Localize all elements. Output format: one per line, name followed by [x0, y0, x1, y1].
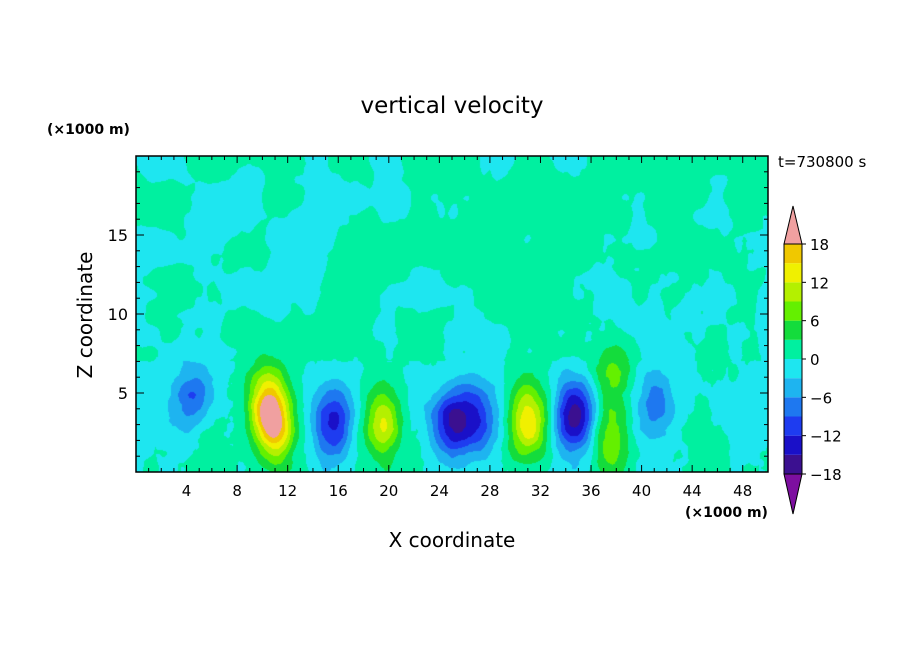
colorbar-tick-label: −18 — [810, 466, 842, 484]
colorbar-tick-label: −12 — [810, 428, 842, 446]
x-unit-label: (×1000 m) — [685, 505, 768, 521]
y-unit-label: (×1000 m) — [47, 122, 130, 138]
colorbar-band — [784, 339, 802, 359]
colorbar-band — [784, 263, 802, 283]
x-tick-label: 16 — [329, 482, 348, 500]
colorbar-band — [784, 435, 802, 455]
x-tick-label: 24 — [430, 482, 449, 500]
x-tick-label: 28 — [480, 482, 499, 500]
colorbar-band — [784, 359, 802, 379]
colorbar-band — [784, 301, 802, 321]
colorbar-band — [784, 454, 802, 474]
x-tick-label: 4 — [182, 482, 192, 500]
y-axis-ticks: 5 10 15 — [108, 171, 768, 457]
colorbar-over-triangle — [783, 205, 803, 245]
x-tick-label: 40 — [632, 482, 651, 500]
x-tick-label: 36 — [581, 482, 600, 500]
colorbar-tick-label: −6 — [810, 389, 832, 407]
x-tick-label: 8 — [232, 482, 242, 500]
colorbar-band — [784, 282, 802, 302]
y-tick-label: 10 — [108, 305, 128, 324]
velocity-field — [136, 156, 768, 472]
x-tick-label: 44 — [683, 482, 702, 500]
x-tick-label: 20 — [379, 482, 398, 500]
y-tick-label: 5 — [118, 384, 128, 403]
x-tick-label: 32 — [531, 482, 550, 500]
colorbar-tick-label: 12 — [810, 274, 829, 292]
colorbar-band — [784, 378, 802, 398]
y-tick-label: 15 — [108, 226, 128, 245]
x-axis-label: X coordinate — [389, 528, 516, 552]
chart-title: vertical velocity — [361, 93, 544, 119]
colorbar-band — [784, 244, 802, 264]
colorbar: 18 12 6 0 −6 −12 −18 — [783, 205, 842, 515]
x-tick-label: 12 — [278, 482, 297, 500]
colorbar-band — [784, 397, 802, 417]
colorbar-tick-label: 6 — [810, 313, 820, 331]
colorbar-band — [784, 320, 802, 340]
x-tick-label: 48 — [733, 482, 752, 500]
time-label: t=730800 s — [778, 153, 866, 171]
x-axis-ticks: 4 8 12 16 20 24 28 32 36 40 44 48 — [148, 156, 756, 500]
colorbar-under-triangle — [783, 473, 803, 515]
colorbar-tick-label: 18 — [810, 236, 829, 254]
y-axis-label: Z coordinate — [73, 252, 97, 379]
colorbar-band — [784, 416, 802, 436]
colorbar-tick-label: 0 — [810, 351, 820, 369]
